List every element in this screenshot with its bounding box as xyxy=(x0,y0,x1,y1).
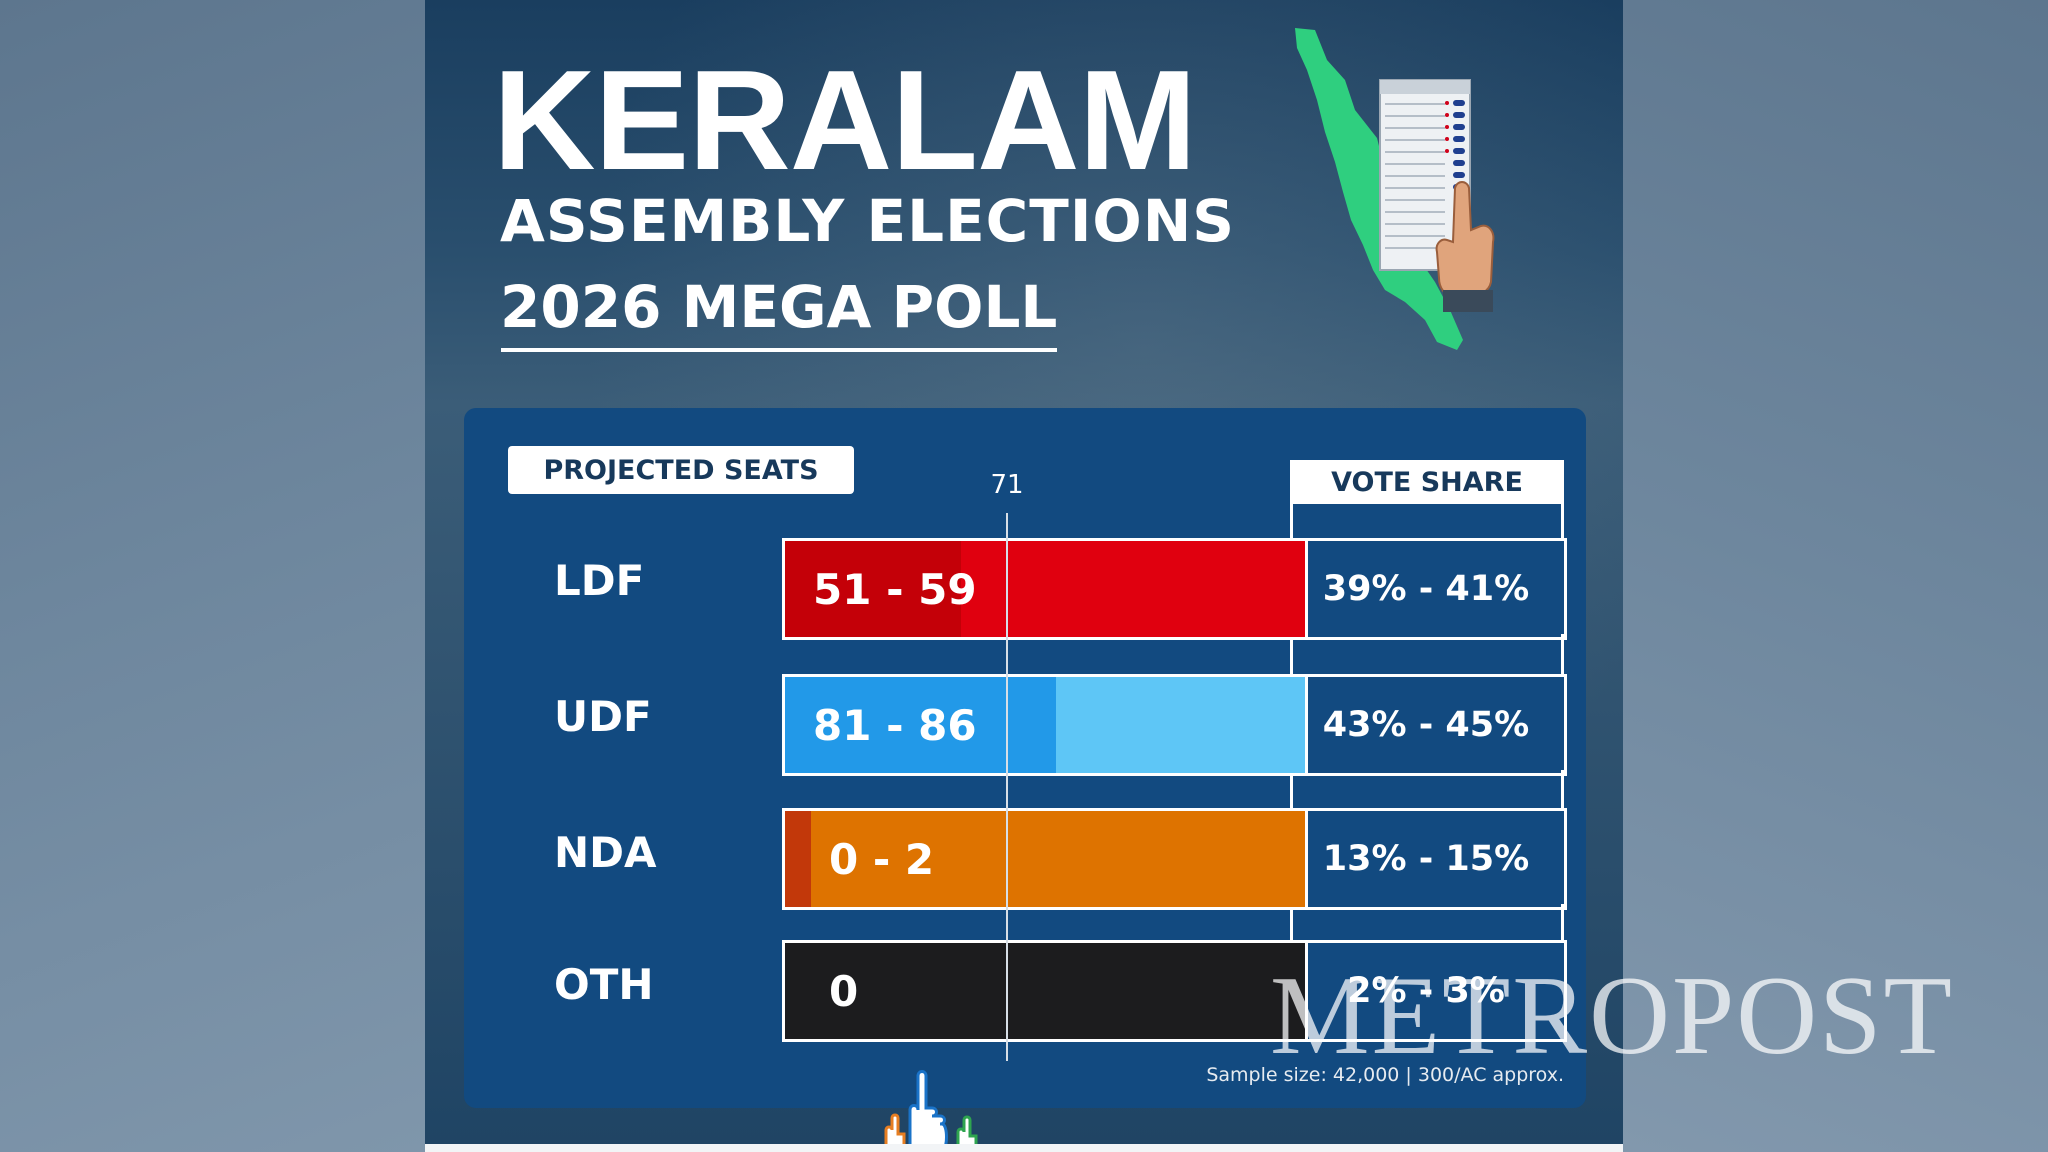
majority-reference-line xyxy=(1006,513,1008,1061)
projected-seats-label: PROJECTED SEATS xyxy=(508,446,854,494)
party-label-nda: NDA xyxy=(554,828,657,877)
seat-bar-udf: 81 - 86 xyxy=(782,674,1308,776)
seat-bar-nda: 0 - 2 xyxy=(782,808,1308,910)
seat-bar-min-fill xyxy=(785,541,962,637)
title-mega-poll: 2026 MEGA POLL xyxy=(500,273,1058,341)
title-assembly-elections: ASSEMBLY ELECTIONS xyxy=(500,187,1236,255)
background-right xyxy=(1623,0,2048,1152)
party-label-ldf: LDF xyxy=(554,556,645,605)
seat-bar-min-fill xyxy=(785,811,811,907)
seat-range-label: 51 - 59 xyxy=(813,564,977,614)
background-left xyxy=(0,0,425,1152)
evm-machine-icon xyxy=(1379,79,1471,271)
seat-range-label: 0 - 2 xyxy=(829,834,935,884)
party-label-oth: OTH xyxy=(554,960,654,1009)
raised-hands-icon xyxy=(884,1070,978,1152)
vote-share-header: VOTE SHARE xyxy=(1290,460,1564,504)
vote-column-gap xyxy=(1290,770,1564,808)
title-underline xyxy=(501,348,1057,352)
vote-column-gap xyxy=(1290,504,1564,538)
results-panel: PROJECTED SEATS 71 VOTE SHARE LDF 51 - 59… xyxy=(464,408,1586,1108)
seat-range-label: 81 - 86 xyxy=(813,700,977,750)
bottom-strip xyxy=(425,1144,1623,1152)
vote-column-gap xyxy=(1290,904,1564,940)
party-label-udf: UDF xyxy=(554,692,652,741)
vote-share-udf: 43% - 45% xyxy=(1288,674,1567,776)
title-keralam: KERALAM xyxy=(493,41,1197,200)
vote-column-gap xyxy=(1290,634,1564,674)
seat-bar-min-fill xyxy=(785,677,1057,773)
seat-range-label: 0 xyxy=(829,966,859,1016)
vote-share-ldf: 39% - 41% xyxy=(1288,538,1567,640)
seat-bar-oth: 0 xyxy=(782,940,1308,1042)
vote-share-oth: 2% - 3% xyxy=(1288,940,1567,1042)
vote-share-nda: 13% - 15% xyxy=(1288,808,1567,910)
voting-finger-icon xyxy=(1435,181,1495,312)
watermark: METROPOST xyxy=(1270,954,1954,1078)
sample-size-footnote: Sample size: 42,000 | 300/AC approx. xyxy=(1206,1064,1564,1086)
poster: KERALAM ASSEMBLY ELECTIONS 2026 MEGA POL… xyxy=(425,0,1623,1152)
seat-bar-ldf: 51 - 59 xyxy=(782,538,1308,640)
majority-mark-label: 71 xyxy=(990,470,1024,500)
kerala-map-evm-illustration xyxy=(1295,28,1495,350)
